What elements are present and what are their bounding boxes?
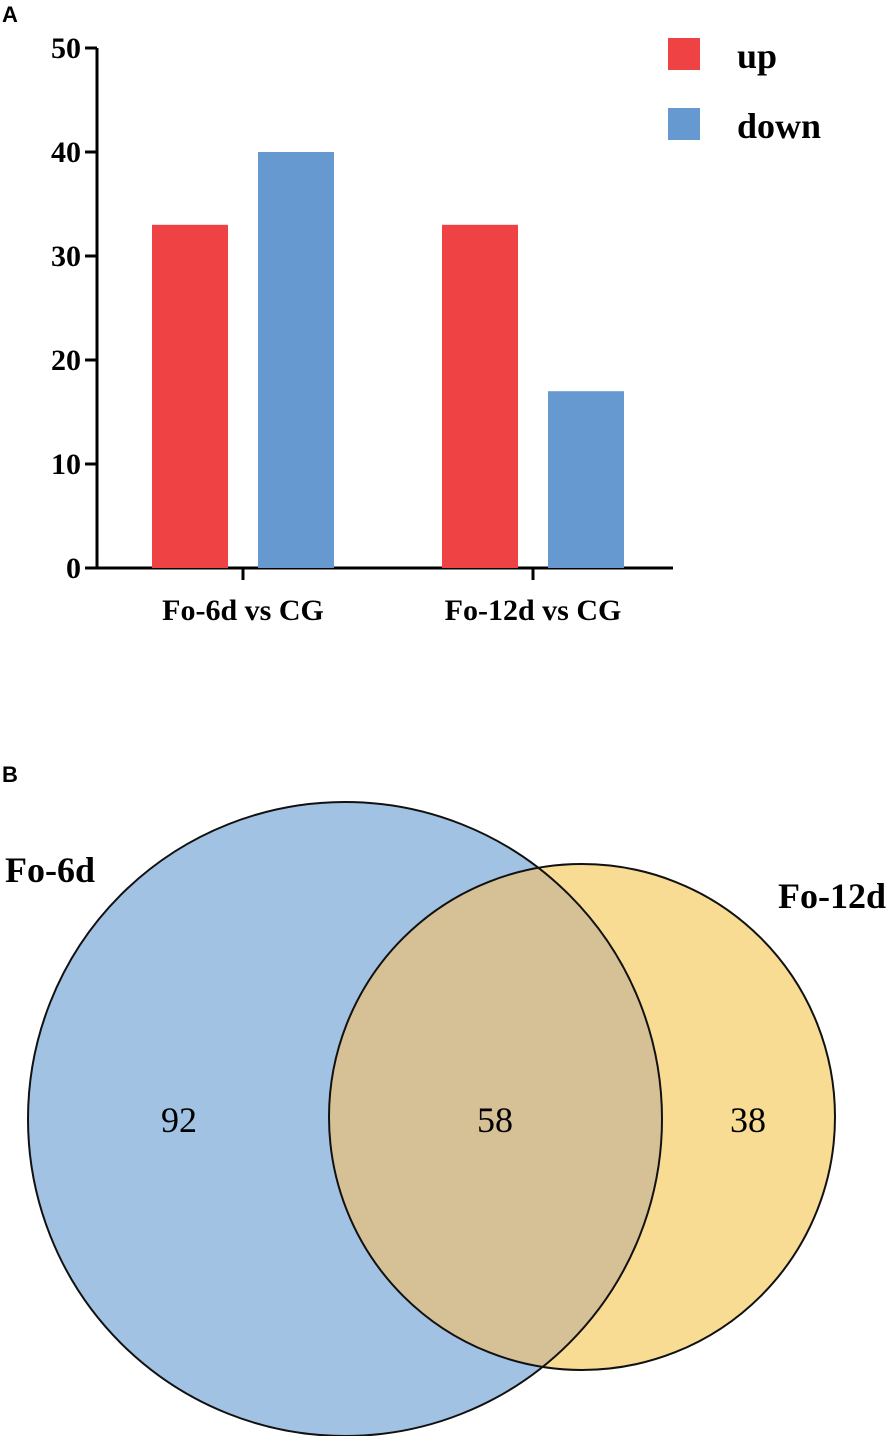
panel-a: A 0 10 20 30 40 50 Fo-6d vs CG Fo-12d vs CG u… xyxy=(2,2,821,627)
category-labels: Fo-6d vs CG Fo-12d vs CG xyxy=(162,594,621,627)
y-tick-label: 0 xyxy=(66,552,81,585)
legend-label-down: down xyxy=(737,106,821,146)
venn-outline-fo-6d xyxy=(27,801,663,1436)
venn-set-label-fo-12d: Fo-12d xyxy=(778,876,886,916)
y-tick-labels: 0 10 20 30 40 50 xyxy=(51,32,81,585)
panel-b-label: B xyxy=(2,762,18,787)
legend-swatch-down xyxy=(668,108,700,140)
bar-down xyxy=(258,152,334,568)
venn-count-fo-12d-only: 38 xyxy=(730,1100,766,1140)
y-tick-label: 20 xyxy=(51,344,81,377)
bar-series xyxy=(152,152,624,569)
panel-b: B Fo-6d Fo-12d 92 58 38 xyxy=(2,762,886,1436)
y-tick-label: 10 xyxy=(51,448,81,481)
venn-set-label-fo-6d: Fo-6d xyxy=(5,850,95,890)
category-label: Fo-12d vs CG xyxy=(445,594,622,627)
panel-a-label: A xyxy=(2,2,18,27)
legend-label-up: up xyxy=(737,36,777,76)
bar-down xyxy=(548,391,624,568)
legend: up down xyxy=(668,36,821,146)
venn-outline-fo-12d xyxy=(328,863,836,1371)
bar-up xyxy=(442,224,518,569)
venn-overlap xyxy=(329,864,662,1370)
y-tick-label: 30 xyxy=(51,240,81,273)
legend-swatch-up xyxy=(668,38,700,70)
category-label: Fo-6d vs CG xyxy=(162,594,324,627)
y-tick-label: 40 xyxy=(51,136,81,169)
venn-count-intersection: 58 xyxy=(477,1100,513,1140)
bar-up xyxy=(152,224,228,569)
venn-count-fo-6d-only: 92 xyxy=(161,1100,197,1140)
y-tick-label: 50 xyxy=(51,32,81,65)
